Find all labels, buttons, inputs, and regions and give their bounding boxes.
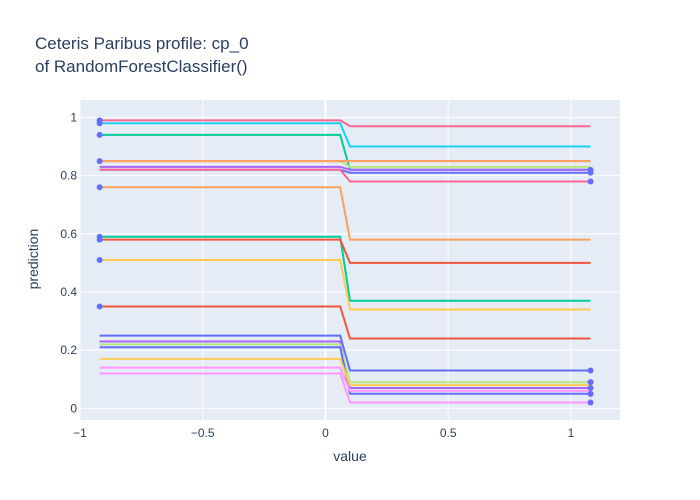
y-axis-label: prediction [25,229,41,290]
series-line-15 [99,305,591,340]
observation-point-11 [587,169,594,176]
observation-point-12 [587,178,594,185]
series-line-21 [99,366,591,392]
x-axis-ticks: −1 −0.5 0 0.5 1 [73,426,574,440]
x-tick-label: 0.5 [440,426,457,440]
observation-points [96,117,594,406]
observation-point-14 [587,379,594,386]
observation-point-3 [96,131,103,138]
y-tick-label: 0.2 [60,343,77,357]
y-tick-label: 1 [70,110,77,124]
chart-title-line-2: of RandomForestClassifier() [35,57,248,76]
series-line-16 [99,334,591,372]
grid-lines [79,100,620,420]
x-tick-label: −0.5 [191,426,215,440]
y-tick-label: 0 [70,401,77,415]
series-line-12 [99,235,591,302]
series-line-20 [99,357,591,387]
series-line-11 [99,186,591,241]
y-tick-label: 0.6 [60,227,77,241]
series-line-18 [99,343,591,384]
observation-point-13 [587,367,594,374]
series-line-1 [99,119,591,128]
x-tick-label: 0 [322,426,329,440]
y-tick-label: 0.8 [60,169,77,183]
observation-point-7 [96,236,103,243]
observation-point-8 [96,257,103,263]
x-tick-label: −1 [73,426,87,440]
series-line-14 [99,259,591,311]
series-lines [99,119,591,404]
series-line-10 [99,168,591,183]
chart-title-line-1: Ceteris Paribus profile: cp_0 [35,34,249,53]
observation-point-16 [587,390,594,397]
observation-point-4 [96,158,103,165]
x-tick-label: 1 [568,426,575,440]
y-tick-label: 0.4 [60,285,77,299]
series-line-2 [99,122,591,148]
observation-point-15 [587,385,594,391]
series-line-8 [99,165,591,171]
series-line-22 [99,372,591,404]
x-axis-label: value [333,448,367,464]
observation-point-5 [96,184,103,191]
series-line-13 [99,238,591,264]
y-axis-ticks: 0 0.2 0.4 0.6 0.8 1 [60,110,77,415]
observation-point-17 [587,399,594,406]
observation-point-2 [96,120,103,127]
observation-point-9 [96,303,103,310]
